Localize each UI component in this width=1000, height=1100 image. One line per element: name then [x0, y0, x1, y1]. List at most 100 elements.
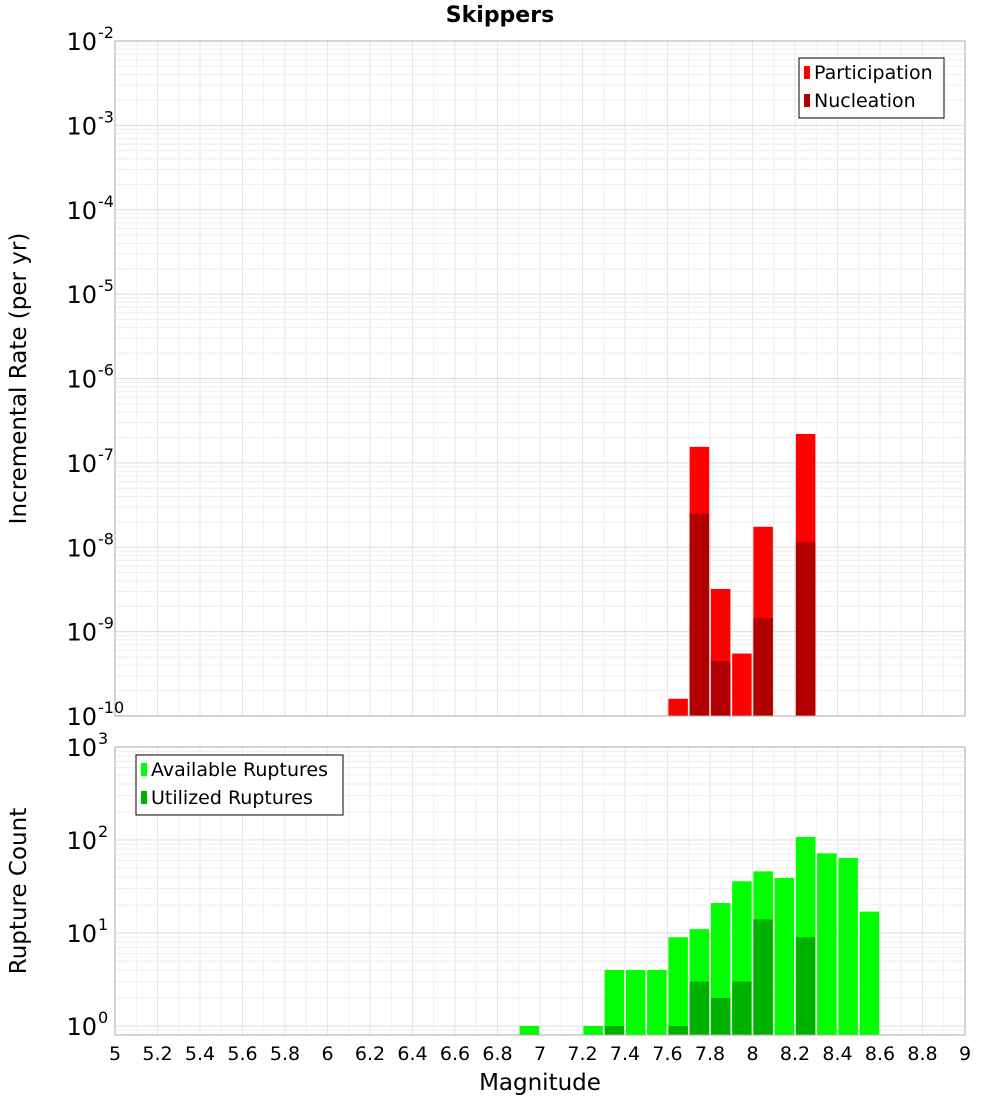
y-tick-base: 10 — [66, 734, 97, 762]
x-tick-label: 8.4 — [822, 1043, 852, 1065]
bar-utilized — [732, 981, 752, 1035]
count-bars — [519, 836, 880, 1035]
chart-title: Skippers — [446, 3, 554, 28]
x-axis-ticks: 5 5.2 5.4 5.6 5.8 6 6.2 6.4 6.6 6.8 7 7.2 7.4 7.6 7.8 8… — [109, 1043, 971, 1065]
x-tick-label: 6 — [321, 1043, 333, 1065]
bar-available — [647, 969, 667, 1035]
legend-entry: Nucleation — [814, 90, 916, 112]
y-tick-base: 10 — [66, 450, 97, 478]
y-tick-exponent: -5 — [98, 276, 114, 295]
y-tick-base: 10 — [66, 197, 97, 225]
y-tick-base: 10 — [66, 703, 97, 731]
rate-plot-frame — [114, 40, 966, 717]
legend-box — [798, 57, 945, 119]
count-legend: Available Ruptures Utilized Ruptures — [135, 754, 344, 816]
count-y-axis-label: Rupture Count — [6, 808, 32, 974]
legend-entry: Participation — [814, 62, 933, 84]
legend-entry: Available Ruptures — [151, 759, 328, 781]
y-tick-label: 10 2 — [66, 822, 108, 855]
legend-swatch — [804, 94, 810, 107]
y-tick-label: 10 3 — [66, 729, 108, 762]
y-tick-label: 10 0 — [66, 1008, 108, 1041]
bar-utilized — [753, 919, 773, 1035]
bar-available — [859, 911, 880, 1035]
bar-participation — [668, 698, 688, 716]
bar-available — [817, 853, 837, 1035]
bar-available — [668, 937, 688, 1035]
y-tick-label: 10 -7 — [66, 445, 114, 478]
y-tick-base: 10 — [66, 920, 97, 948]
legend-box — [135, 754, 344, 816]
legend-swatch — [804, 66, 810, 79]
y-tick-label: 10 -8 — [66, 529, 114, 562]
x-tick-label: 8.6 — [865, 1043, 895, 1065]
y-tick-exponent: -9 — [98, 614, 114, 633]
bar-utilized — [668, 1025, 688, 1035]
y-tick-exponent: -3 — [98, 107, 114, 126]
y-tick-exponent: -7 — [98, 445, 114, 464]
y-tick-base: 10 — [66, 619, 97, 647]
x-tick-label: 7.8 — [695, 1043, 725, 1065]
y-tick-exponent: 1 — [98, 915, 108, 934]
y-tick-label: 10 -4 — [66, 192, 114, 225]
y-tick-base: 10 — [66, 366, 97, 394]
bar-nucleation — [795, 542, 816, 716]
y-tick-label: 10 -5 — [66, 276, 114, 309]
y-tick-label: 10 1 — [66, 915, 108, 948]
y-tick-exponent: 3 — [98, 729, 108, 748]
bar-utilized — [795, 937, 816, 1035]
x-tick-label: 7 — [534, 1043, 546, 1065]
rate-legend: Participation Nucleation — [798, 57, 945, 119]
x-tick-label: 6.2 — [355, 1043, 385, 1065]
y-tick-exponent: -2 — [98, 23, 114, 42]
x-tick-label: 5 — [109, 1043, 121, 1065]
legend-swatch — [141, 791, 147, 804]
legend-swatch — [141, 763, 147, 776]
y-tick-base: 10 — [66, 281, 97, 309]
x-tick-label: 8.2 — [780, 1043, 810, 1065]
x-tick-label: 6.6 — [440, 1043, 470, 1065]
y-tick-label: 10 -10 — [66, 698, 124, 731]
x-tick-label: 6.8 — [482, 1043, 512, 1065]
x-tick-label: 8 — [746, 1043, 758, 1065]
y-tick-exponent: -6 — [98, 361, 114, 380]
x-tick-label: 9 — [959, 1043, 971, 1065]
count-grid — [114, 746, 966, 1036]
bar-available — [519, 1025, 540, 1035]
y-tick-label: 10 -9 — [66, 614, 114, 647]
bar-available — [604, 969, 625, 1035]
y-tick-exponent: -8 — [98, 529, 114, 548]
y-tick-exponent: 2 — [98, 822, 108, 841]
bar-available — [625, 969, 646, 1035]
y-tick-base: 10 — [66, 827, 97, 855]
y-tick-base: 10 — [66, 28, 97, 56]
x-tick-label: 8.8 — [907, 1043, 937, 1065]
bar-nucleation — [689, 513, 710, 716]
y-tick-base: 10 — [66, 1013, 97, 1041]
bar-utilized — [689, 981, 710, 1035]
y-tick-base: 10 — [66, 112, 97, 140]
rate-grid — [114, 40, 966, 717]
y-tick-label: 10 -2 — [66, 23, 114, 56]
x-axis-label: Magnitude — [479, 1070, 601, 1096]
bar-available — [774, 878, 795, 1035]
bar-available — [838, 858, 858, 1035]
bar-participation — [732, 653, 752, 716]
y-tick-exponent: -10 — [98, 698, 124, 717]
y-tick-label: 10 -3 — [66, 107, 114, 140]
x-tick-label: 5.2 — [142, 1043, 172, 1065]
bar-available — [583, 1025, 603, 1035]
x-tick-label: 5.4 — [185, 1043, 215, 1065]
rate-bars — [668, 433, 816, 716]
bar-nucleation — [710, 660, 731, 716]
x-tick-label: 6.4 — [397, 1043, 427, 1065]
y-tick-base: 10 — [66, 534, 97, 562]
bar-utilized — [710, 997, 731, 1035]
x-tick-label: 7.2 — [567, 1043, 597, 1065]
y-tick-exponent: -4 — [98, 192, 114, 211]
bar-nucleation — [753, 618, 773, 716]
